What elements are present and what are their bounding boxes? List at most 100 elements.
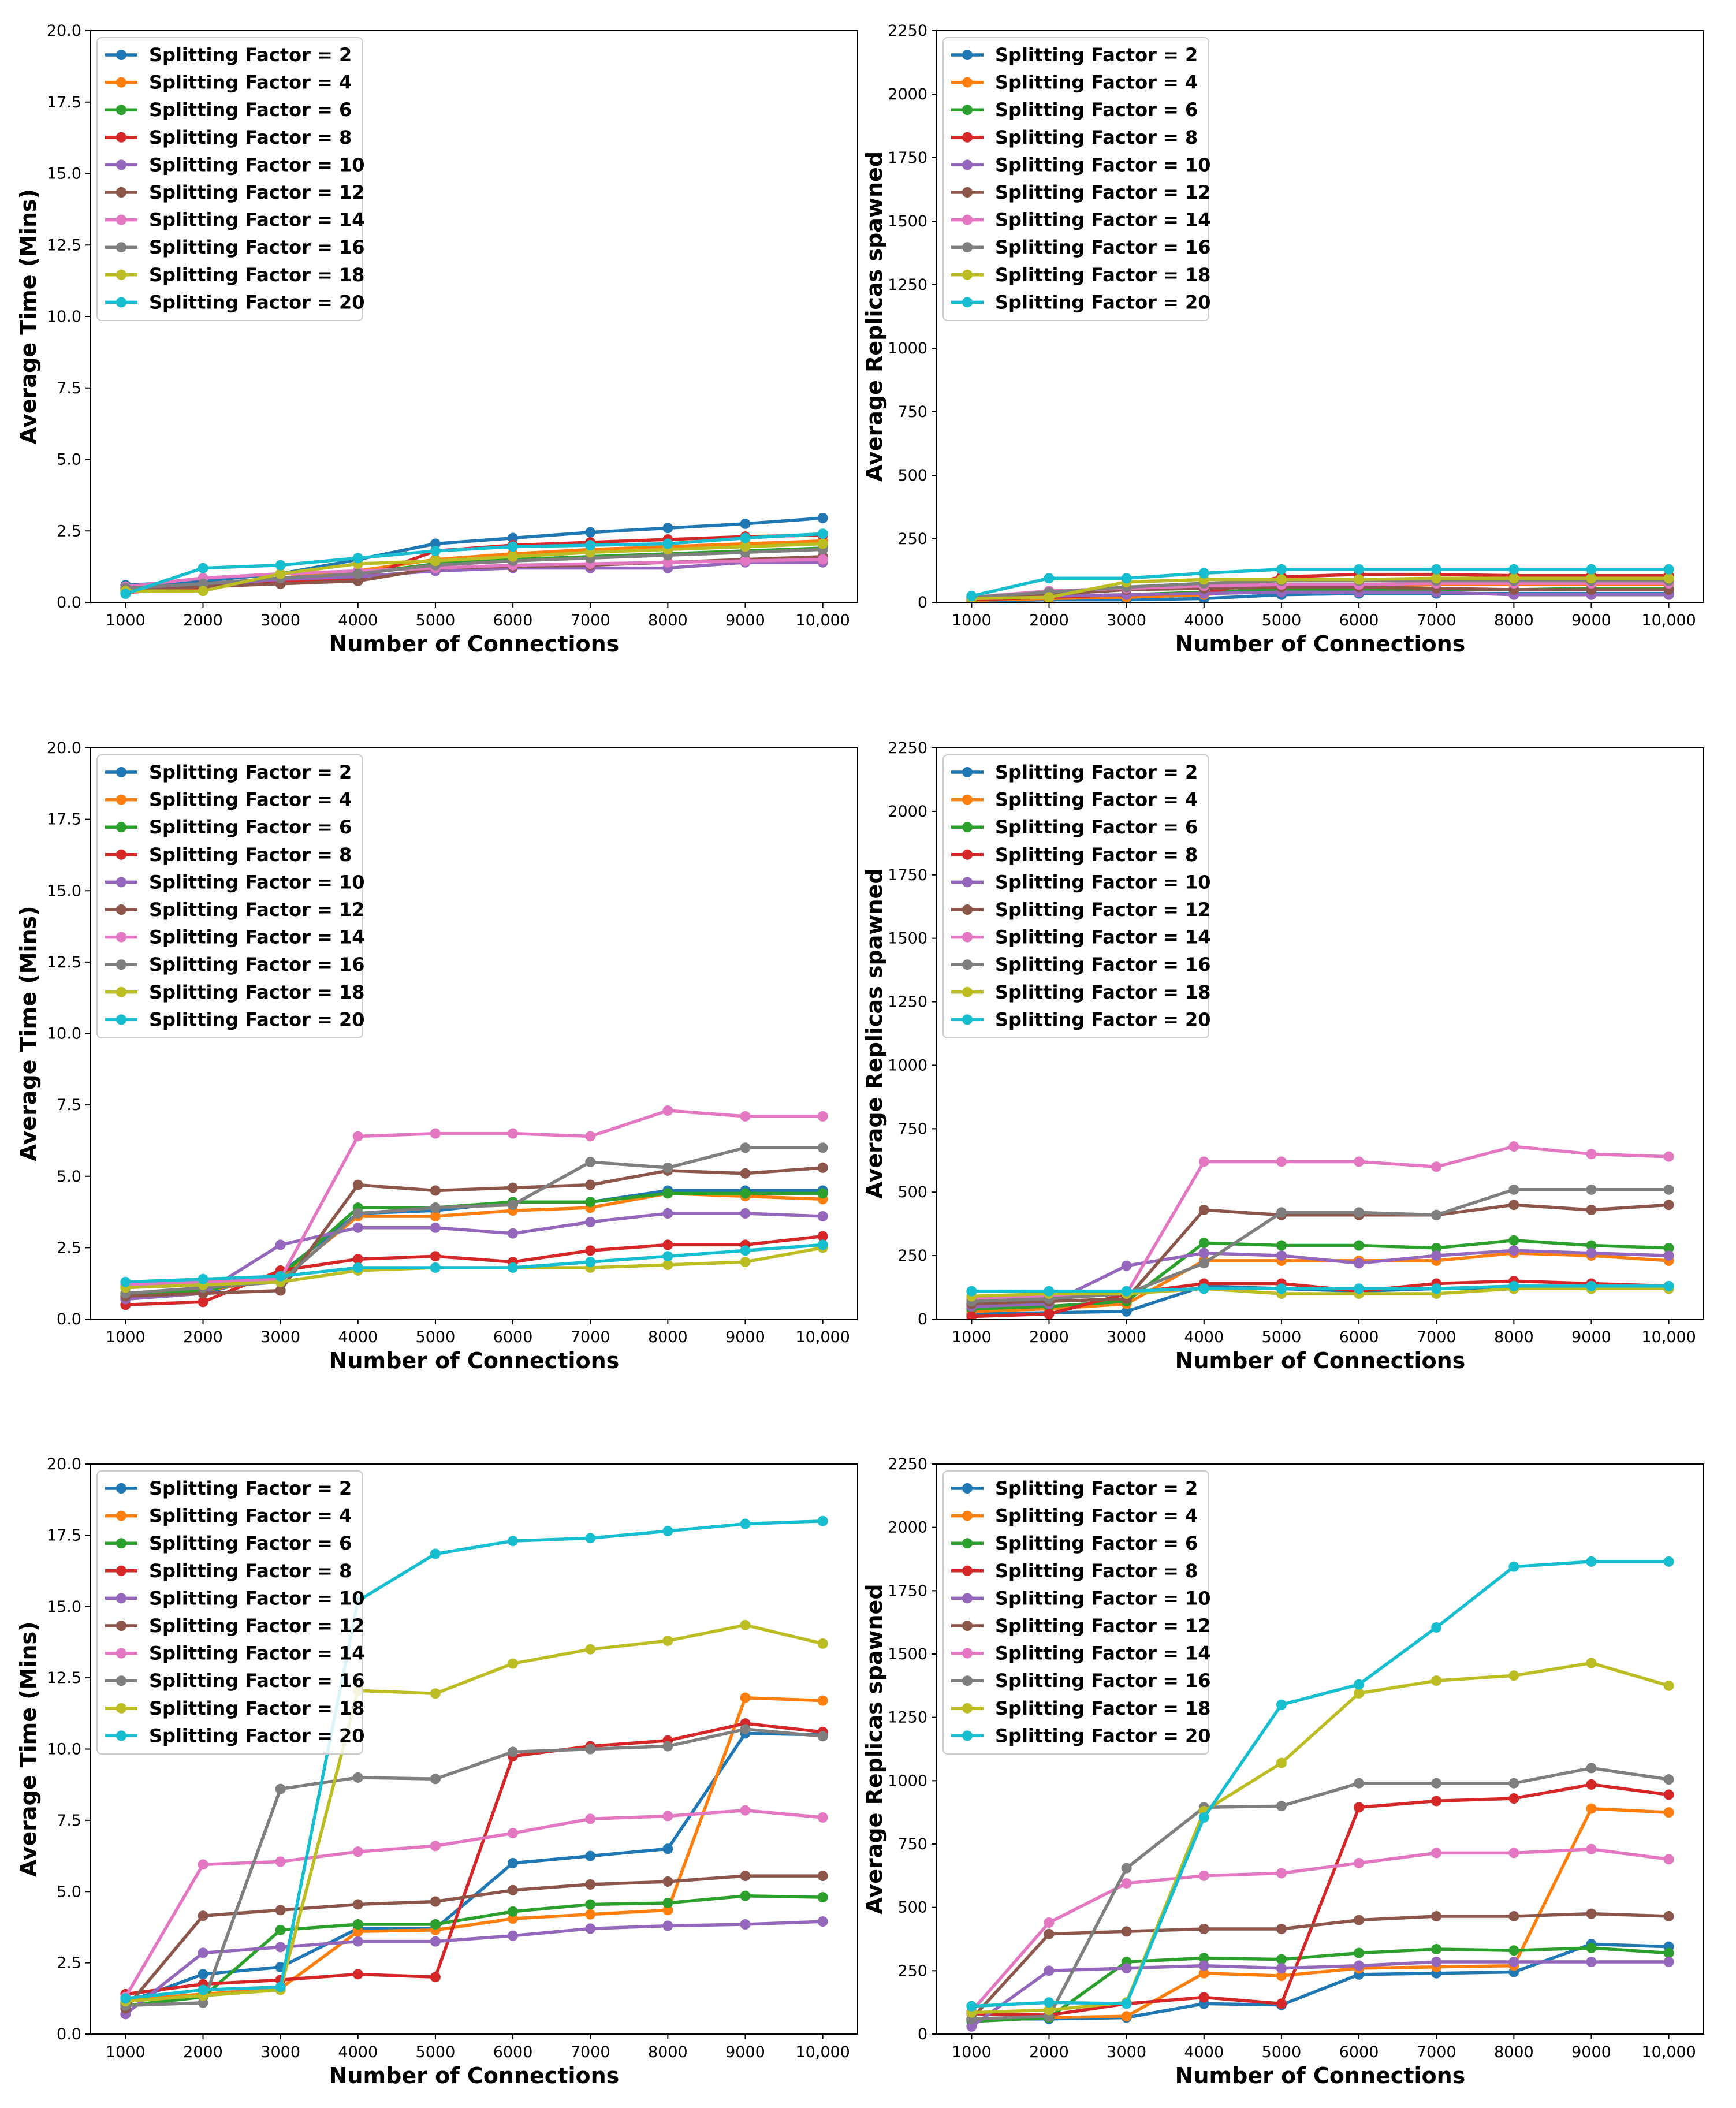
data-point <box>1354 1283 1365 1294</box>
legend-marker <box>116 986 126 997</box>
legend-marker <box>962 1510 973 1521</box>
legend-marker <box>116 269 126 280</box>
data-point <box>740 1208 751 1219</box>
data-point <box>430 1688 441 1699</box>
series-line-9 <box>971 576 1669 601</box>
series-line-10 <box>971 568 1669 598</box>
legend-marker <box>962 1675 973 1686</box>
x-tick-label: 1000 <box>952 1328 992 1346</box>
legend-label: Splitting Factor = 16 <box>995 1670 1211 1692</box>
y-tick-label: 1000 <box>888 340 927 357</box>
data-point <box>352 1262 363 1273</box>
data-point <box>817 1188 828 1199</box>
data-point <box>1586 1843 1597 1854</box>
data-point <box>508 1884 519 1895</box>
x-tick-label: 2000 <box>1029 1328 1069 1346</box>
legend-label: Splitting Factor = 2 <box>149 1477 352 1499</box>
data-point <box>662 1105 673 1116</box>
data-point <box>1121 1998 1132 2009</box>
data-point <box>662 1905 673 1916</box>
data-point <box>1276 1954 1287 1965</box>
x-tick-label: 6000 <box>493 2043 533 2061</box>
data-point <box>1663 1280 1674 1291</box>
y-axis-label: Average Replicas spawned <box>862 868 887 1198</box>
legend-label: Splitting Factor = 8 <box>995 126 1198 148</box>
y-tick-label: 17.5 <box>47 1526 81 1544</box>
data-point <box>1198 1204 1209 1215</box>
data-point <box>966 1311 977 1319</box>
data-point <box>662 1525 673 1536</box>
data-point <box>430 1202 441 1213</box>
series-line-7 <box>125 558 823 589</box>
data-point <box>585 1197 596 1208</box>
y-tick-label: 1750 <box>888 866 927 884</box>
data-point <box>817 528 828 539</box>
data-point <box>508 532 519 543</box>
data-point <box>1121 1260 1132 1271</box>
data-point <box>1663 1774 1674 1785</box>
x-tick-label: 7000 <box>571 612 610 630</box>
y-tick-label: 20.0 <box>47 22 81 40</box>
x-tick-label: 9000 <box>1571 2043 1611 2061</box>
y-tick-label: 0 <box>918 594 927 612</box>
data-point <box>817 1638 828 1649</box>
data-point <box>662 557 673 568</box>
data-point <box>352 1208 363 1219</box>
y-tick-label: 12.5 <box>47 954 81 971</box>
data-point <box>508 1913 519 1924</box>
legend-label: Splitting Factor = 6 <box>149 1532 352 1554</box>
x-tick-label: 8000 <box>648 612 688 630</box>
legend-marker <box>116 1730 126 1741</box>
data-point <box>1663 1200 1674 1211</box>
data-point <box>740 1168 751 1179</box>
data-point <box>1431 573 1442 584</box>
data-point <box>198 563 208 573</box>
data-point <box>1044 1309 1055 1319</box>
legend-box <box>96 754 363 1038</box>
legend-label: Splitting Factor = 18 <box>149 981 365 1003</box>
data-point <box>1276 1207 1287 1218</box>
data-point <box>275 1856 286 1867</box>
plot-area <box>966 1556 1674 2032</box>
y-tick-label: 0.0 <box>57 594 81 612</box>
y-tick-label: 2000 <box>888 85 927 103</box>
data-point <box>585 1245 596 1256</box>
data-point <box>1121 1962 1132 1973</box>
data-point <box>740 1188 751 1199</box>
y-tick-label: 7.5 <box>57 379 81 397</box>
y-tick-label: 1500 <box>888 213 927 230</box>
data-point <box>1121 1286 1132 1297</box>
legend-marker <box>962 159 973 170</box>
series-line-6 <box>124 1874 823 2010</box>
x-tick-label: 3000 <box>1107 2043 1146 2061</box>
y-tick-label: 750 <box>897 1835 927 1853</box>
y-tick-label: 5.0 <box>57 1168 81 1186</box>
data-point <box>1508 1670 1519 1681</box>
legend-label: Splitting Factor = 12 <box>149 181 365 203</box>
y-axis-label: Average Replicas spawned <box>862 1584 887 1914</box>
data-point <box>1586 573 1597 584</box>
legend-marker <box>962 214 973 225</box>
legend-marker <box>962 877 973 888</box>
legend-box <box>96 37 363 321</box>
data-point <box>1508 1911 1519 1922</box>
data-point <box>430 1774 441 1785</box>
data-point <box>1663 1854 1674 1865</box>
y-tick-label: 1750 <box>888 1582 927 1600</box>
x-tick-label: 2000 <box>183 612 223 630</box>
data-point <box>1354 574 1365 585</box>
legend-marker <box>962 822 973 833</box>
data-point <box>1121 2011 1132 2022</box>
data-point <box>1198 1812 1209 1823</box>
data-point <box>198 1984 208 1995</box>
legend-marker <box>962 1483 973 1494</box>
legend-label: Splitting Factor = 4 <box>995 72 1198 94</box>
data-point <box>1276 574 1287 585</box>
data-point <box>1276 1283 1287 1294</box>
data-point <box>1354 1679 1365 1690</box>
data-point <box>430 1211 441 1221</box>
data-point <box>1276 1923 1287 1934</box>
legend-marker <box>116 959 126 970</box>
y-tick-label: 2.5 <box>57 1239 81 1257</box>
data-point <box>275 568 286 579</box>
